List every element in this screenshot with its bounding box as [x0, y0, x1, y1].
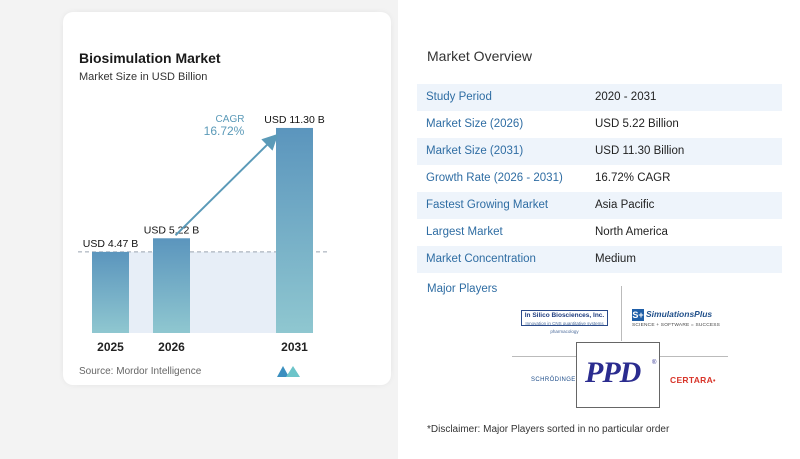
overview-value: USD 5.22 Billion: [595, 118, 679, 130]
overview-row: Market Concentration Medium: [417, 246, 782, 273]
overview-value: USD 11.30 Billion: [595, 145, 685, 157]
overview-row: Market Size (2026) USD 5.22 Billion: [417, 111, 782, 138]
overview-value: 16.72% CAGR: [595, 172, 671, 184]
bar: [92, 251, 129, 333]
overview-label: Growth Rate (2026 - 2031): [426, 172, 563, 184]
overview-row: Largest Market North America: [417, 219, 782, 246]
cagr-value: 16.72%: [204, 124, 245, 138]
overview-label: Market Size (2026): [426, 118, 524, 130]
divider: [512, 356, 576, 357]
ppd-logo: PPD ®: [576, 342, 660, 408]
overview-title: Market Overview: [427, 48, 533, 64]
chart-title: Biosimulation Market: [79, 50, 221, 66]
x-tick-label: 2026: [158, 340, 185, 354]
cagr-arrow: [174, 133, 279, 236]
divider: [660, 356, 728, 357]
data-label: USD 11.30 B: [264, 114, 325, 126]
overview-row: Growth Rate (2026 - 2031) 16.72% CAGR: [417, 165, 782, 192]
x-tick-label: 2025: [97, 340, 124, 354]
bar: [153, 238, 190, 333]
schrodinger-logo: SCHRÖDINGER: [531, 377, 581, 383]
overview-label: Study Period: [426, 91, 492, 103]
disclaimer-note: *Disclaimer: Major Players sorted in no …: [427, 424, 670, 435]
insilico-biosciences-logo: In Silico Biosciences, Inc. Innovation i…: [521, 310, 608, 334]
overview-label: Market Size (2031): [426, 145, 524, 157]
certara-logo: CERTARA•: [670, 375, 716, 385]
overview-value: North America: [595, 226, 668, 238]
x-tick-label: 2031: [281, 340, 308, 354]
overview-label: Fastest Growing Market: [426, 199, 549, 211]
bar: [276, 127, 313, 333]
data-label: USD 5.22 B: [144, 224, 199, 236]
major-players-title: Major Players: [427, 283, 498, 295]
overview-value: Asia Pacific: [595, 199, 655, 211]
cagr-label: CAGR: [216, 114, 245, 125]
overview-label: Largest Market: [426, 226, 503, 238]
overview-row: Market Size (2031) USD 11.30 Billion: [417, 138, 782, 165]
overview-row: Fastest Growing Market Asia Pacific: [417, 192, 782, 219]
overview-label: Market Concentration: [426, 253, 536, 265]
data-label: USD 4.47 B: [83, 238, 138, 250]
divider: [621, 286, 622, 341]
mordor-logo-icon: [277, 366, 300, 377]
overview-value: 2020 - 2031: [595, 91, 657, 103]
overview-row: Study Period 2020 - 2031: [417, 84, 782, 111]
source-note: Source: Mordor Intelligence: [79, 366, 202, 377]
simulations-plus-mark-icon: S+: [632, 309, 644, 321]
overview-value: Medium: [595, 253, 636, 265]
chart-subtitle: Market Size in USD Billion: [79, 71, 208, 83]
